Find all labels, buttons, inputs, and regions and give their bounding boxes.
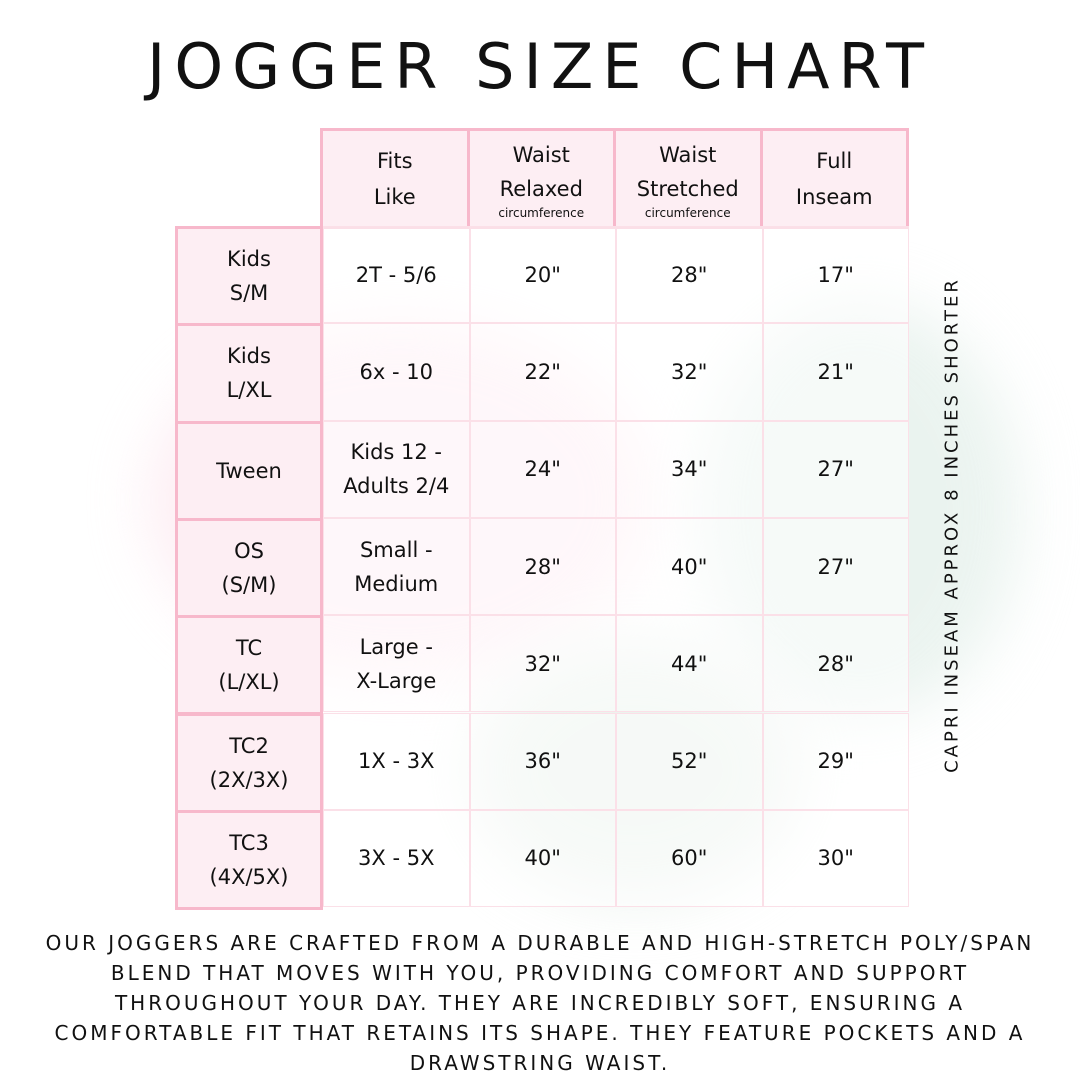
cell-text: 27" xyxy=(817,457,854,482)
table-cell: 32" xyxy=(616,323,763,421)
cell-text: Adults 2/4 xyxy=(343,474,450,499)
cell-text: (4X/5X) xyxy=(209,864,289,889)
cell-text: 27" xyxy=(817,554,854,579)
table-cell: 27" xyxy=(762,517,909,616)
cell-text: TC2 xyxy=(229,733,269,758)
cell-text: (S/M) xyxy=(221,573,277,598)
table-cell: 2T - 5/6 xyxy=(323,226,470,324)
cell-text: 3X - 5X xyxy=(358,846,435,871)
cell-text: circumference xyxy=(644,205,731,220)
table-cell: 28" xyxy=(469,517,616,616)
cell-text: 6x - 10 xyxy=(359,359,433,384)
table-cell: Small - Medium xyxy=(323,517,470,616)
table-cell: 27" xyxy=(762,420,909,518)
description: Our joggers are crafted from a durable a… xyxy=(45,931,1035,1075)
cell-text: 21" xyxy=(817,359,854,384)
row-header: OS (S/M) xyxy=(175,517,323,619)
row-header: TC2 (2X/3X) xyxy=(175,712,323,813)
cell-text: 29" xyxy=(817,749,854,774)
cell-text: Tween xyxy=(216,458,282,483)
table-cell: 20" xyxy=(469,226,616,324)
cell-text: circumference xyxy=(498,205,585,220)
cell-text: 36" xyxy=(524,749,561,774)
row-header: TC3 (4X/5X) xyxy=(175,809,323,911)
table-cell: 21" xyxy=(762,323,909,421)
cell-text: Small - xyxy=(359,537,433,562)
cell-text: 40" xyxy=(671,554,708,579)
table-cell: 30" xyxy=(762,809,909,908)
cell-text: 24" xyxy=(524,457,561,482)
cell-text: TC xyxy=(235,636,263,661)
cell-text: 60" xyxy=(671,846,708,871)
cell-text: TC3 xyxy=(229,830,269,855)
cell-text: Stretched xyxy=(636,176,739,201)
cell-text: 40" xyxy=(524,846,561,871)
table-cell: 24" xyxy=(469,420,616,518)
cell-text: 28" xyxy=(671,262,708,287)
cell-text: (2X/3X) xyxy=(209,767,289,792)
row-header: TC (L/XL) xyxy=(175,615,323,716)
cell-text: 1X - 3X xyxy=(358,749,435,774)
table-cell: 36" xyxy=(469,712,616,810)
column-header: Fits Like xyxy=(320,128,470,229)
cell-text: Inseam xyxy=(795,184,873,209)
cell-text: Waist xyxy=(512,142,570,167)
cell-text: Large - xyxy=(359,634,433,659)
table-cell: 44" xyxy=(616,615,763,713)
table-cell: 32" xyxy=(469,615,616,713)
cell-text: 32" xyxy=(671,359,708,384)
cell-text: Kids xyxy=(227,247,271,272)
column-header: Waist Stretched circumference xyxy=(613,128,763,229)
cell-text: X-Large xyxy=(356,668,437,693)
table-cell: 60" xyxy=(616,809,763,908)
table-cell: Kids 12 - Adults 2/4 xyxy=(323,420,470,518)
cell-text: 22" xyxy=(524,359,561,384)
cell-text: Kids 12 - xyxy=(350,440,443,465)
cell-text: Like xyxy=(373,184,416,209)
cell-text: Waist xyxy=(659,142,717,167)
table-cell: 28" xyxy=(762,615,909,713)
cell-text: Relaxed xyxy=(499,176,583,201)
cell-text: Medium xyxy=(354,571,439,596)
table-cell: 40" xyxy=(469,809,616,908)
table-cell: 52" xyxy=(616,712,763,810)
column-header: Waist Relaxed circumference xyxy=(466,128,616,229)
row-header: Kids L/XL xyxy=(175,323,323,424)
cell-text: 2T - 5/6 xyxy=(355,262,437,287)
cell-text: Fits xyxy=(376,148,413,173)
cell-text: (L/XL) xyxy=(218,670,280,695)
table-cell: 6x - 10 xyxy=(323,323,470,421)
cell-text: 28" xyxy=(524,554,561,579)
cell-text: L/XL xyxy=(226,378,272,403)
cell-text: 52" xyxy=(671,749,708,774)
table-cell: 34" xyxy=(616,420,763,518)
column-header: Full Inseam xyxy=(759,128,909,229)
cell-text: 30" xyxy=(817,846,854,871)
cell-text: Full xyxy=(816,148,853,173)
cell-text: 32" xyxy=(524,651,561,676)
table-cell: 29" xyxy=(762,712,909,810)
table-cell: 3X - 5X xyxy=(323,809,470,908)
cell-text: OS xyxy=(234,539,264,564)
cell-text: 20" xyxy=(524,262,561,287)
page-title: JOGGER SIZE CHART xyxy=(147,30,933,103)
side-note: CAPRI INSEAM APPROX 8 INCHES SHORTER xyxy=(941,277,963,773)
table-cell: 22" xyxy=(469,323,616,421)
cell-text: 34" xyxy=(671,457,708,482)
cell-text: S/M xyxy=(229,281,269,306)
cell-text: 28" xyxy=(817,651,854,676)
row-header: Tween xyxy=(175,420,323,521)
table-cell: 40" xyxy=(616,517,763,616)
table-cell: 1X - 3X xyxy=(323,712,470,810)
cell-text: 17" xyxy=(817,262,854,287)
row-header: Kids S/M xyxy=(175,226,323,327)
table-cell: Large - X-Large xyxy=(323,615,470,713)
cell-text: Kids xyxy=(227,344,271,369)
table-cell: 28" xyxy=(616,226,763,324)
table-cell: 17" xyxy=(762,226,909,324)
cell-text: 44" xyxy=(671,651,708,676)
